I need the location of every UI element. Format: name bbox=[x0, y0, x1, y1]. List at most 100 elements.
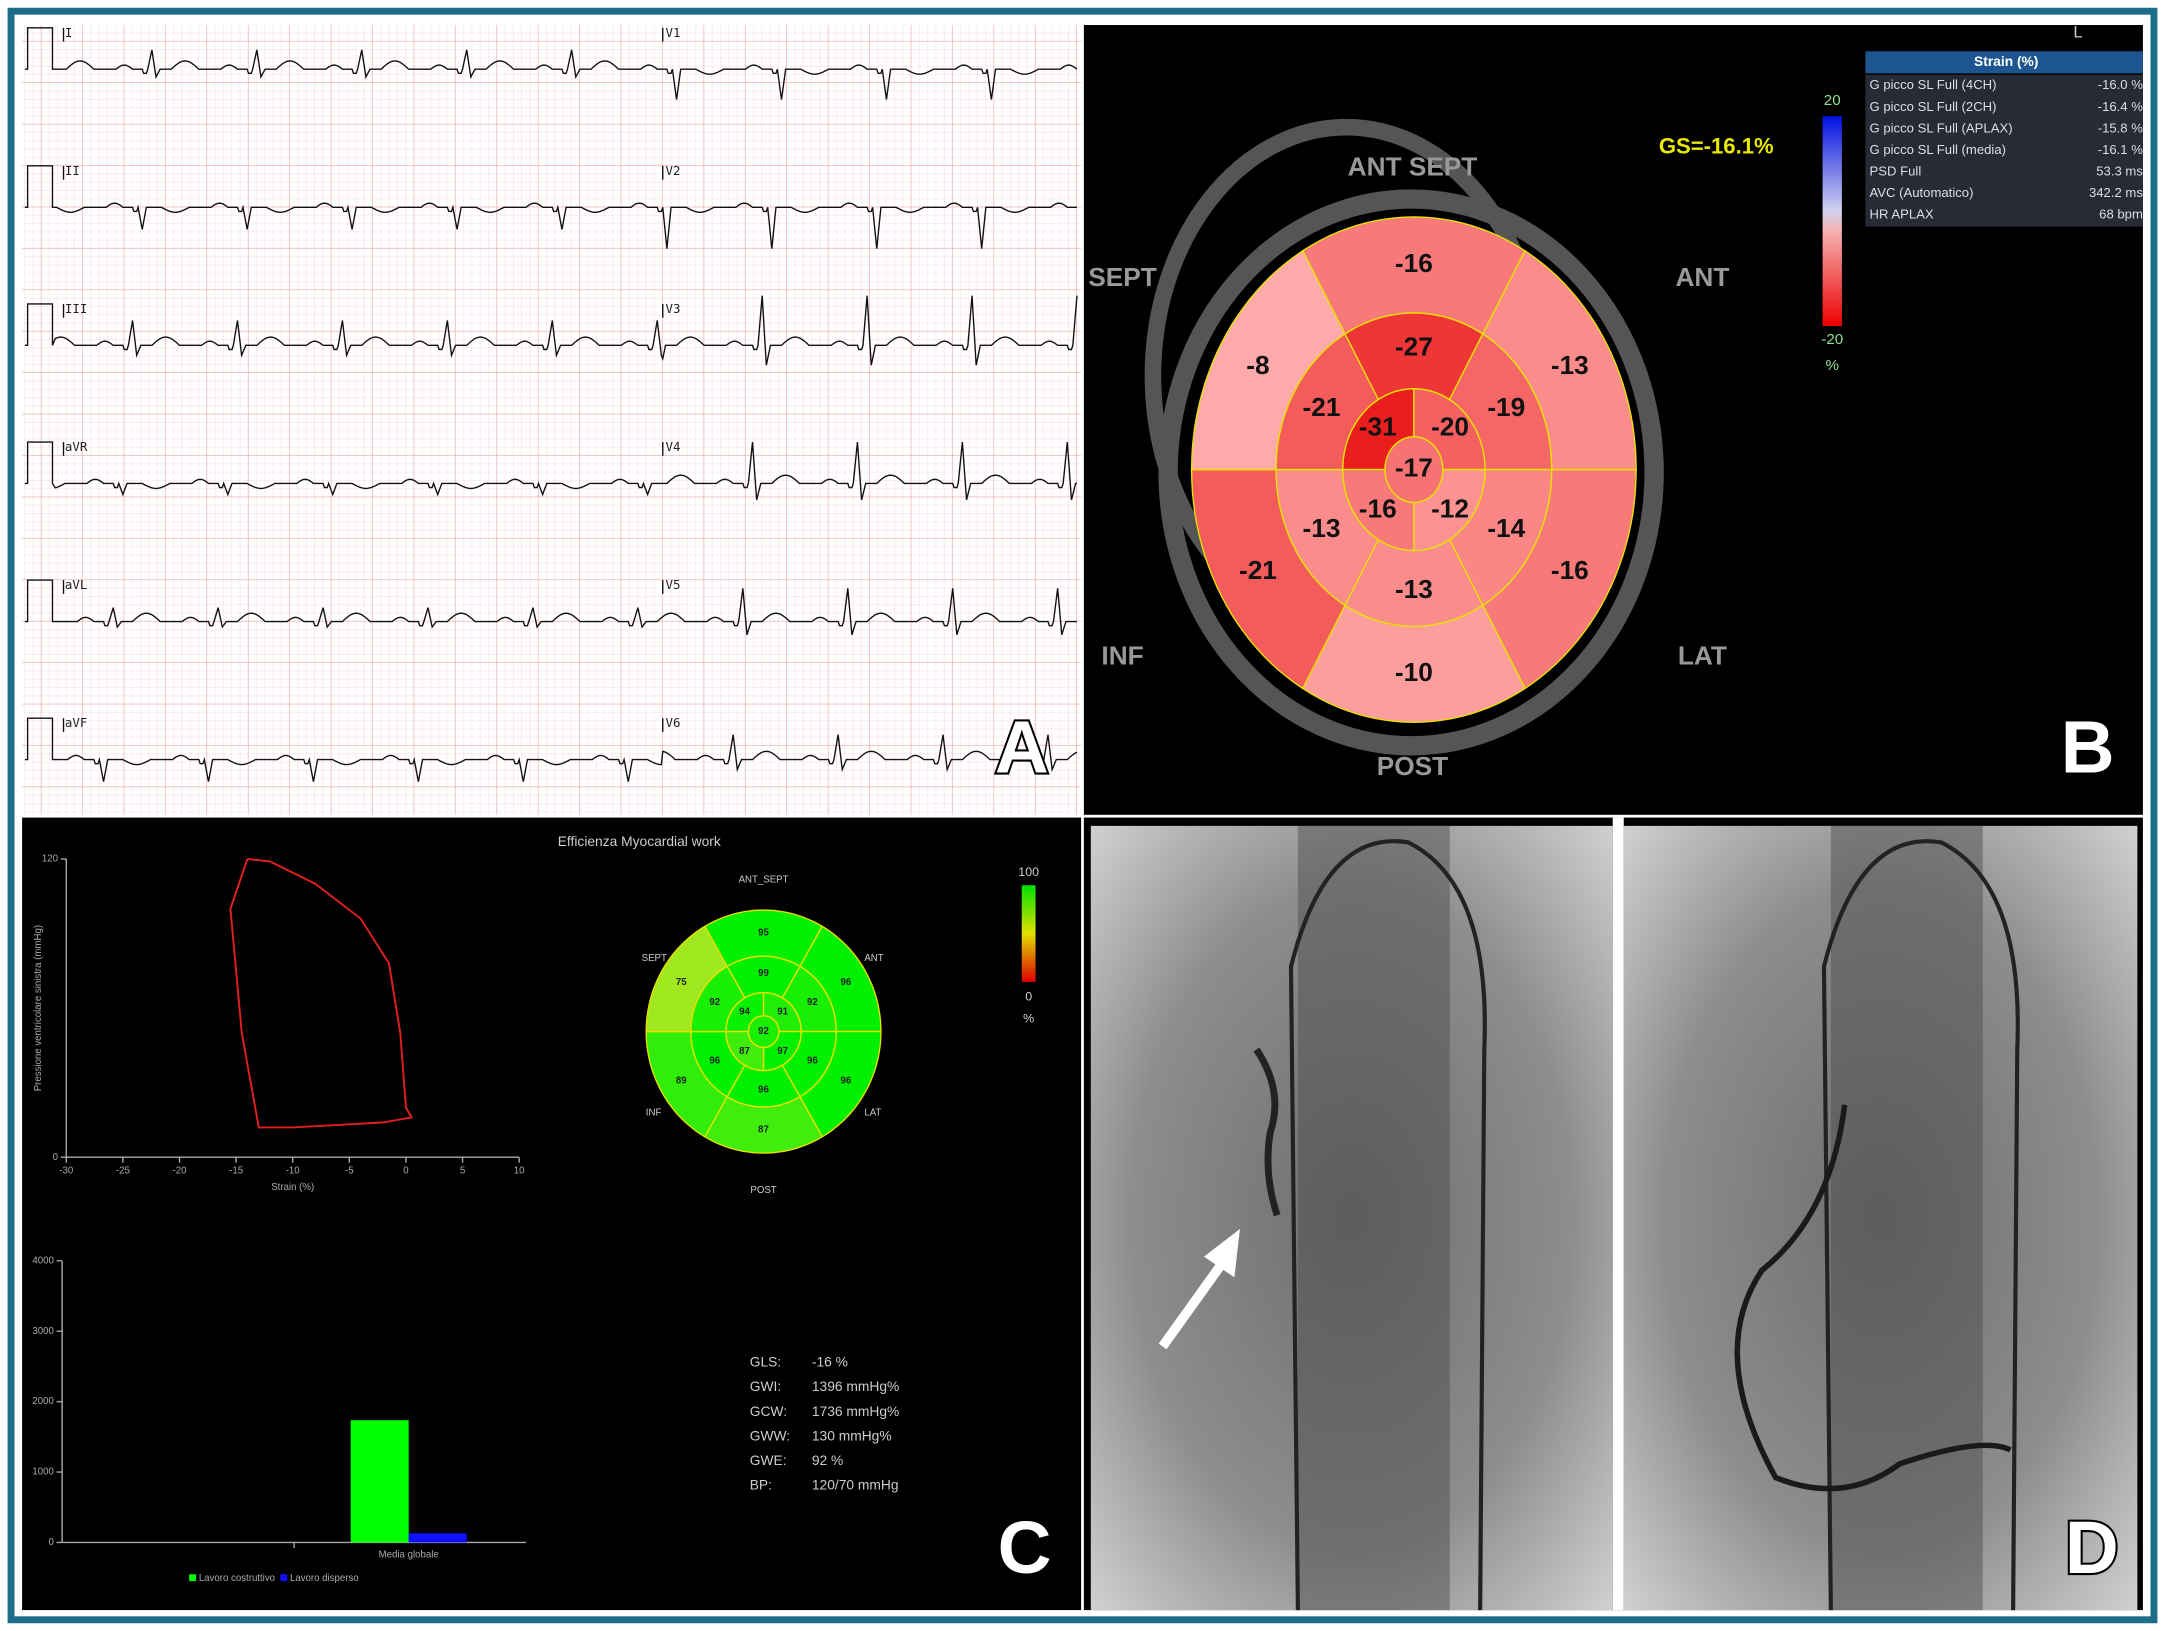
y-tick-label: 2000 bbox=[32, 1396, 53, 1407]
wall-label: ANT SEPT bbox=[1348, 152, 1478, 182]
segment-value: -20 bbox=[1431, 411, 1469, 441]
panel-letter: B bbox=[2061, 705, 2115, 788]
y-tick-label: 4000 bbox=[32, 1255, 53, 1266]
y-tick-label: 1000 bbox=[32, 1467, 53, 1478]
table-label: G picco SL Full (4CH) bbox=[1870, 77, 1997, 92]
table-value: -16.4 % bbox=[2098, 99, 2144, 114]
angiogram bbox=[1090, 825, 1613, 1611]
wall-label: ANT_SEPT bbox=[739, 874, 789, 885]
stat-value: 130 mmHg% bbox=[812, 1428, 892, 1443]
lead-label: aVF bbox=[65, 715, 87, 730]
table-label: G picco SL Full (APLAX) bbox=[1870, 120, 2013, 135]
table-value: -16.0 % bbox=[2098, 77, 2144, 92]
segment-value: -14 bbox=[1487, 513, 1525, 543]
wall-label: INF bbox=[646, 1108, 662, 1119]
ecg-trace bbox=[24, 295, 1078, 366]
ring bbox=[1158, 189, 1664, 756]
scale-min: 0 bbox=[1025, 989, 1032, 1003]
vessel bbox=[1253, 1047, 1281, 1217]
angiogram bbox=[1623, 825, 2138, 1611]
scale-unit: % bbox=[1825, 357, 1839, 374]
segment-value: 87 bbox=[758, 1125, 769, 1136]
stat-value: 92 % bbox=[812, 1453, 843, 1468]
segment-value: 89 bbox=[676, 1075, 687, 1086]
scale-max: 20 bbox=[1824, 92, 1841, 109]
panel-c bbox=[22, 817, 1082, 1611]
x-tick-label: 5 bbox=[460, 1166, 465, 1177]
wall-label: LAT bbox=[864, 1108, 881, 1119]
y-axis-label: Pressione ventricolare sinistra (mmHg) bbox=[33, 925, 44, 1091]
color-scale bbox=[1822, 116, 1842, 327]
segment-value: -13 bbox=[1303, 513, 1341, 543]
segment-value: 97 bbox=[777, 1046, 788, 1057]
stat-label: GLS: bbox=[750, 1355, 781, 1370]
panel-letter: A bbox=[995, 705, 1049, 788]
stat-value: -16 % bbox=[812, 1355, 848, 1370]
segment-value: -19 bbox=[1487, 392, 1525, 422]
table-label: AVC (Automatico) bbox=[1870, 185, 1974, 200]
color-scale bbox=[1021, 885, 1036, 982]
ecg-trace bbox=[24, 27, 1078, 100]
stat-value: 1396 mmHg% bbox=[812, 1379, 899, 1394]
lead-label: V3 bbox=[666, 301, 681, 316]
lead-label: aVL bbox=[65, 577, 87, 592]
stat-value: 1736 mmHg% bbox=[812, 1404, 899, 1419]
segment bbox=[747, 1015, 780, 1049]
lead-label: I bbox=[65, 25, 72, 40]
ecg-grid bbox=[22, 25, 1082, 815]
stat-label: GWW: bbox=[750, 1428, 790, 1443]
y-tick-label: 3000 bbox=[32, 1326, 53, 1337]
scale-unit: % bbox=[1023, 1011, 1034, 1025]
table-value: -16.1 % bbox=[2098, 142, 2144, 157]
segment-value: 96 bbox=[841, 977, 852, 988]
segment-value: -16 bbox=[1359, 494, 1397, 524]
table-title: Strain (%) bbox=[1974, 54, 2038, 69]
segment-value: -10 bbox=[1395, 657, 1433, 687]
chart-title: Efficienza Myocardial work bbox=[558, 834, 721, 849]
segment-value: 96 bbox=[709, 1055, 720, 1066]
stat-label: GCW: bbox=[750, 1404, 787, 1419]
segment-value: -8 bbox=[1246, 350, 1269, 380]
legend-label: Lavoro disperso bbox=[290, 1573, 359, 1584]
pv-loop bbox=[229, 858, 414, 1129]
table-label: HR APLAX bbox=[1870, 206, 1934, 221]
segment-value: -21 bbox=[1303, 392, 1341, 422]
lead-label: V1 bbox=[666, 25, 681, 40]
legend-swatch bbox=[189, 1574, 197, 1582]
segment-value: -16 bbox=[1395, 248, 1433, 278]
x-tick-label: 0 bbox=[403, 1166, 408, 1177]
table-label: G picco SL Full (2CH) bbox=[1870, 99, 1997, 114]
wall-label: ANT bbox=[864, 953, 883, 964]
wall-label: POST bbox=[750, 1185, 776, 1196]
global-strain: GS=-16.1% bbox=[1659, 134, 1774, 159]
x-tick-label: -5 bbox=[345, 1166, 354, 1177]
lead-label: aVR bbox=[65, 439, 88, 454]
lead-label: III bbox=[65, 301, 87, 316]
segment-value: 87 bbox=[739, 1046, 750, 1057]
segment-value: 96 bbox=[758, 1084, 769, 1095]
table-value: 68 bpm bbox=[2099, 206, 2143, 221]
segment-value: 99 bbox=[758, 968, 769, 979]
arrow-head bbox=[1204, 1229, 1240, 1278]
ecg-trace bbox=[24, 579, 1077, 635]
wall-label: SEPT bbox=[1088, 262, 1156, 292]
table-label: PSD Full bbox=[1870, 163, 1922, 178]
lead-label: V5 bbox=[666, 577, 681, 592]
wall-label: LAT bbox=[1678, 640, 1727, 670]
legend-label: Lavoro costruttivo bbox=[199, 1573, 275, 1584]
spine bbox=[1297, 825, 1450, 1611]
segment-value: -16 bbox=[1551, 555, 1589, 585]
segment-value: 91 bbox=[777, 1006, 788, 1017]
stat-label: BP: bbox=[750, 1477, 772, 1492]
segment bbox=[1384, 436, 1444, 504]
lead-label: V4 bbox=[666, 439, 681, 454]
ecg-trace bbox=[24, 441, 1077, 501]
x-tick-label: -25 bbox=[116, 1166, 130, 1177]
aorta-catheter bbox=[1288, 839, 1487, 1611]
view-label: L bbox=[2073, 23, 2082, 42]
bar bbox=[408, 1533, 467, 1543]
spine bbox=[1830, 825, 1983, 1611]
panel-letter: C bbox=[998, 1506, 1052, 1589]
x-tick-label: -30 bbox=[59, 1166, 73, 1177]
